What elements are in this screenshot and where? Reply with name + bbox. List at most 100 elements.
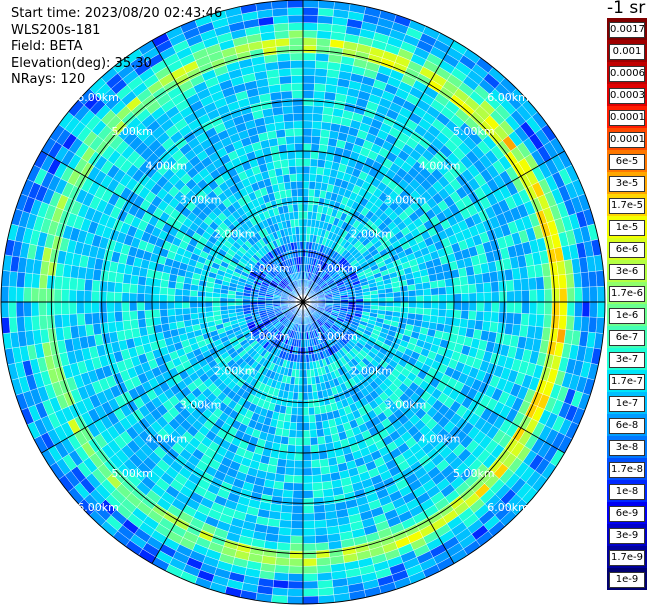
range-gate-cell <box>378 297 387 303</box>
range-gate-cell <box>159 286 169 296</box>
range-gate-cell <box>294 143 304 152</box>
range-gate-cell <box>302 105 314 114</box>
range-ring-label: 3.00km <box>180 194 222 207</box>
range-gate-cell <box>453 293 462 303</box>
range-gate-cell <box>466 319 476 330</box>
range-gate-cell <box>288 166 297 175</box>
range-gate-cell <box>136 301 145 311</box>
range-gate-cell <box>558 274 568 289</box>
range-ring-label: 5.00km <box>453 467 495 480</box>
range-gate-cell <box>314 527 328 536</box>
range-gate-cell <box>129 283 139 294</box>
range-gate-cell <box>287 444 296 453</box>
colorbar-tick-label: 0.001 <box>609 44 645 60</box>
colorbar-swatch: 0.00017 <box>607 106 647 128</box>
range-gate-cell <box>565 273 575 289</box>
range-gate-cell <box>490 281 500 293</box>
range-gate-cell <box>288 30 304 39</box>
range-gate-cell <box>288 37 304 46</box>
range-gate-cell <box>144 309 154 319</box>
range-gate-cell <box>415 289 424 297</box>
range-gate-cell <box>205 311 214 318</box>
range-gate-cell <box>309 429 318 438</box>
range-gate-cell <box>15 286 25 303</box>
range-gate-cell <box>114 311 123 322</box>
range-gate-cell <box>467 283 477 294</box>
range-gate-cell <box>234 301 243 306</box>
range-gate-cell <box>302 588 319 597</box>
range-gate-cell <box>513 278 522 292</box>
range-gate-cell <box>227 297 236 303</box>
range-gate-cell <box>129 301 138 312</box>
range-gate-cell <box>513 301 523 314</box>
range-gate-cell <box>190 312 199 320</box>
range-gate-cell <box>38 315 48 330</box>
range-gate-cell <box>286 143 296 153</box>
range-gate-cell <box>460 284 470 294</box>
range-gate-cell <box>302 158 311 167</box>
range-gate-cell <box>302 45 317 54</box>
range-gate-cell <box>588 316 598 333</box>
range-gate-cell <box>313 398 320 408</box>
range-gate-cell <box>437 316 446 325</box>
range-gate-cell <box>312 489 324 499</box>
range-gate-cell <box>302 580 319 590</box>
range-ring-label: 5.00km <box>111 125 153 138</box>
colorbar-tick-label: 1.7e-7 <box>609 374 645 390</box>
range-gate-cell <box>435 271 445 281</box>
range-gate-cell <box>130 274 140 285</box>
range-gate-cell <box>197 301 206 308</box>
range-gate-cell <box>31 301 40 317</box>
range-gate-cell <box>61 314 71 328</box>
colorbar-swatch: 3e-5 <box>607 172 647 194</box>
range-gate-cell <box>76 313 86 326</box>
range-gate-cell <box>551 288 560 303</box>
range-gate-cell <box>290 535 304 544</box>
range-gate-cell <box>437 286 447 296</box>
range-gate-cell <box>275 37 290 47</box>
range-gate-cell <box>286 196 293 206</box>
range-gate-cell <box>302 550 317 559</box>
range-gate-cell <box>144 285 154 295</box>
colorbar-swatch: 0.0006 <box>607 62 647 84</box>
range-gate-cell <box>322 106 334 116</box>
range-gate-cell <box>182 289 191 297</box>
range-gate-cell <box>314 413 323 423</box>
range-gate-cell <box>324 434 334 444</box>
range-gate-cell <box>274 167 284 177</box>
range-gate-cell <box>566 287 575 303</box>
range-gate-cell <box>280 159 289 168</box>
range-gate-cell <box>414 282 424 291</box>
range-gate-cell <box>302 573 318 582</box>
range-gate-cell <box>320 129 331 139</box>
range-gate-cell <box>400 306 409 314</box>
range-gate-cell <box>189 295 198 303</box>
range-gate-cell <box>476 292 485 303</box>
range-gate-cell <box>581 301 591 318</box>
range-gate-cell <box>296 181 304 190</box>
range-gate-cell <box>313 504 326 514</box>
range-gate-cell <box>84 312 93 326</box>
range-gate-cell <box>581 286 591 303</box>
range-gate-cell <box>176 320 186 329</box>
range-gate-cell <box>302 82 315 92</box>
range-gate-cell <box>428 273 438 283</box>
range-gate-cell <box>284 128 295 138</box>
range-ring-label: 2.00km <box>214 228 256 241</box>
range-gate-cell <box>130 319 140 330</box>
range-gate-cell <box>565 315 575 331</box>
range-gate-cell <box>316 557 331 567</box>
range-gate-cell <box>175 314 184 323</box>
range-gate-cell <box>270 495 283 505</box>
range-gate-cell <box>481 320 491 332</box>
range-gate-cell <box>574 287 583 303</box>
range-gate-cell <box>174 295 183 303</box>
range-gate-cell <box>290 75 304 84</box>
range-gate-cell <box>274 121 286 131</box>
range-gate-cell <box>189 289 199 297</box>
range-gate-cell <box>302 226 308 235</box>
range-gate-cell <box>272 106 284 116</box>
range-gate-cell <box>474 273 484 285</box>
range-gate-cell <box>320 473 332 483</box>
